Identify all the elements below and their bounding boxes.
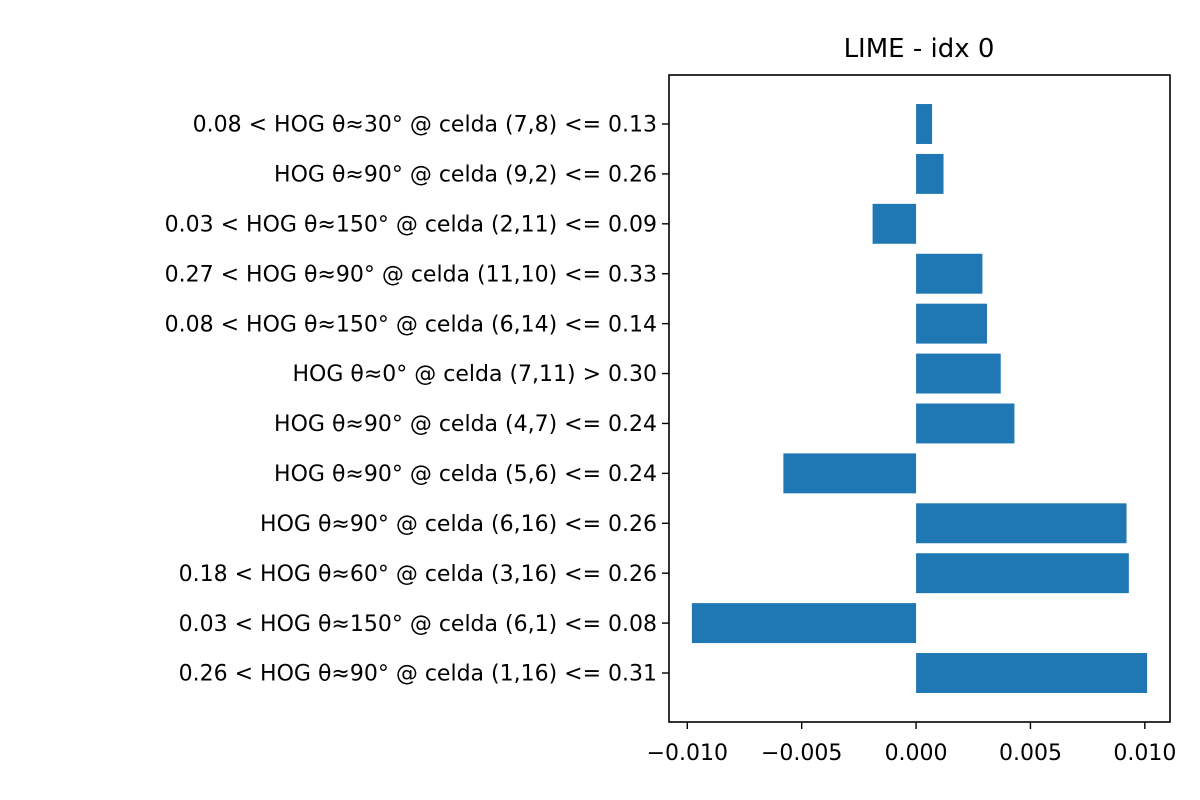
bar (916, 653, 1148, 693)
y-tick-label: 0.26 < HOG θ≈90° @ celda (1,16) <= 0.31 (179, 662, 657, 687)
bar (691, 603, 917, 644)
y-tick-label: HOG θ≈90° @ celda (6,16) <= 0.26 (260, 512, 657, 537)
bar (872, 203, 917, 244)
bar (916, 503, 1127, 544)
y-tick-label: 0.08 < HOG θ≈30° @ celda (7,8) <= 0.13 (193, 113, 657, 138)
x-tick-label: −0.010 (647, 741, 728, 766)
bar (916, 153, 944, 194)
x-tick-labels: −0.010 −0.005 0.000 0.005 0.010 (647, 722, 1176, 766)
y-tick-labels: 0.08 < HOG θ≈30° @ celda (7,8) <= 0.13 HO… (165, 113, 669, 687)
y-tick-label: 0.18 < HOG θ≈60° @ celda (3,16) <= 0.26 (179, 562, 657, 587)
x-tick-label: 0.005 (999, 741, 1062, 766)
y-tick-label: HOG θ≈90° @ celda (9,2) <= 0.26 (274, 163, 657, 188)
bars-group (691, 104, 1148, 693)
y-tick-label: 0.03 < HOG θ≈150° @ celda (2,11) <= 0.09 (165, 213, 657, 238)
bar (916, 553, 1129, 594)
y-tick-label: 0.27 < HOG θ≈90° @ celda (11,10) <= 0.33 (165, 262, 657, 287)
y-tick-label: 0.03 < HOG θ≈150° @ celda (6,1) <= 0.08 (179, 612, 657, 637)
bar (916, 253, 983, 294)
bar (783, 453, 917, 494)
y-tick-label: 0.08 < HOG θ≈150° @ celda (6,14) <= 0.14 (165, 312, 657, 337)
bar (916, 303, 987, 344)
y-tick-label: HOG θ≈90° @ celda (4,7) <= 0.24 (274, 412, 657, 437)
bar (916, 104, 933, 144)
x-tick-label: −0.005 (761, 741, 842, 766)
x-tick-label: 0.010 (1113, 741, 1176, 766)
bar (916, 403, 1015, 444)
y-tick-label: HOG θ≈90° @ celda (5,6) <= 0.24 (274, 462, 657, 487)
x-tick-label: 0.000 (885, 741, 948, 766)
plot-frame (668, 74, 1171, 723)
bar (916, 353, 1001, 394)
y-tick-label: HOG θ≈0° @ celda (7,11) > 0.30 (292, 362, 657, 387)
chart-title: LIME - idx 0 (844, 34, 995, 64)
